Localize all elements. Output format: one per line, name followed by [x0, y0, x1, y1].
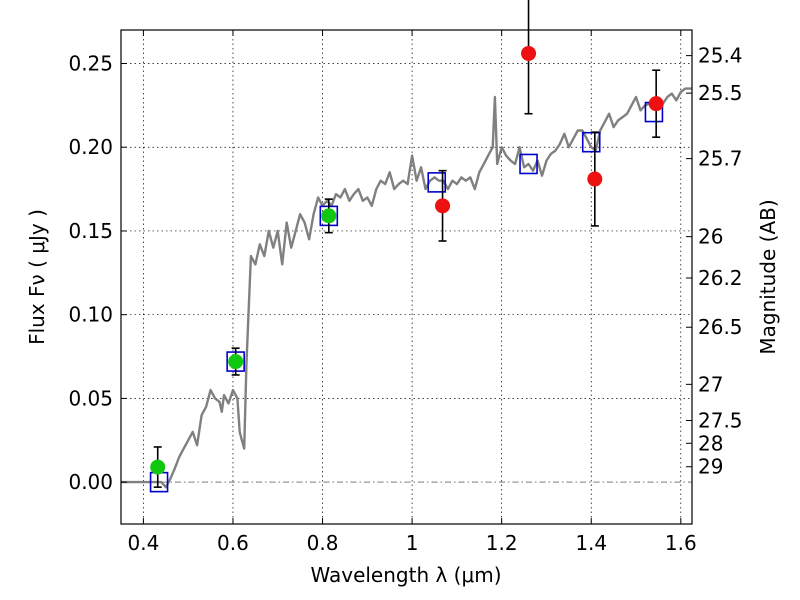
y-tick-label: 0.15 [68, 219, 113, 243]
x-tick-label: 0.4 [127, 531, 159, 555]
x-tick-label: 0.6 [217, 531, 249, 555]
x-tick-label: 0.8 [307, 531, 339, 555]
x-tick-label: 1.6 [665, 531, 697, 555]
x-tick-label: 1.2 [486, 531, 518, 555]
plot-frame [120, 29, 693, 525]
mag-tick-label: 27 [698, 372, 723, 396]
mag-tick-label: 27.5 [698, 409, 743, 433]
detection-point [228, 354, 244, 370]
model-spectrum-line [121, 87, 692, 489]
y-tick-label: 0.00 [68, 470, 113, 494]
tick-layer: 0.4 0.6 0.8 1 1.2 1.4 1.6 0.00 0.05 0.10 0.15 0.20 0… [68, 30, 743, 555]
mag-tick-label: 25.4 [698, 44, 743, 68]
nir-point [587, 171, 603, 187]
model-band-square [519, 153, 538, 175]
nir-point [648, 96, 664, 112]
nir-point [435, 198, 451, 214]
mag-tick-label: 26 [698, 225, 723, 249]
y-tick-label: 0.05 [68, 386, 113, 410]
mag-tick-label: 25.5 [698, 81, 743, 105]
y-tick-label: 0.10 [68, 303, 113, 327]
x-tick-label: 1 [406, 531, 419, 555]
y-axis-label: Flux Fν ( μJy ) [25, 209, 49, 345]
x-axis-label: Wavelength λ (μm) [310, 563, 501, 587]
y-tick-label: 0.20 [68, 135, 113, 159]
model-band-square [427, 172, 447, 193]
plot-layer [121, 0, 692, 493]
mag-tick-label: 26.5 [698, 315, 743, 339]
mag-tick-label: 28 [698, 431, 723, 455]
mag-tick-label: 26.2 [698, 266, 743, 290]
x-tick-label: 1.4 [575, 531, 607, 555]
detection-point [150, 459, 166, 475]
mag-tick-label: 29 [698, 455, 723, 479]
right-axis-label: Magnitude (AB) [756, 199, 780, 354]
nir-point [521, 45, 537, 61]
grid-layer [121, 30, 692, 524]
detection-point [321, 208, 337, 224]
y-tick-label: 0.25 [68, 51, 113, 75]
mag-tick-label: 25.7 [698, 147, 743, 171]
